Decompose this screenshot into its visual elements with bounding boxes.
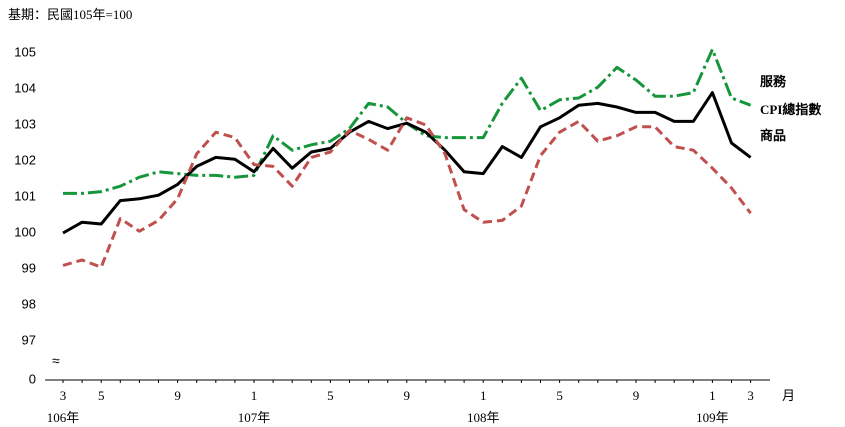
y-tick-label: 98 <box>22 296 36 311</box>
y-tick-label: 99 <box>22 260 36 275</box>
x-tick-label: 1 <box>709 388 716 403</box>
x-tick-label: 1 <box>251 388 258 403</box>
chart-subtitle: 基期：民國105年=100 <box>8 7 132 22</box>
x-tick-label: 5 <box>556 388 563 403</box>
y-tick-label: 102 <box>14 152 36 167</box>
y-tick-label: 104 <box>14 80 36 95</box>
x-tick-label: 5 <box>327 388 334 403</box>
y-tick-label: 100 <box>14 224 36 239</box>
axis-break: ≈ <box>52 353 60 369</box>
year-label: 109年 <box>696 410 729 425</box>
y-tick-label: 105 <box>14 44 36 59</box>
y-tick-label: 97 <box>22 332 36 347</box>
series-line <box>62 116 752 269</box>
x-tick-label: 9 <box>404 388 411 403</box>
legend-label: 商品 <box>760 128 786 143</box>
x-tick-label: 5 <box>98 388 105 403</box>
x-tick-label: 9 <box>633 388 640 403</box>
year-label: 108年 <box>467 410 500 425</box>
y-tick-label: 0 <box>29 371 36 386</box>
x-tick-label: 3 <box>60 388 67 403</box>
series-line <box>62 91 752 235</box>
y-tick-label: 101 <box>14 188 36 203</box>
year-label: 106年 <box>47 410 80 425</box>
x-unit: 月 <box>782 388 795 403</box>
x-tick-label: 1 <box>480 388 487 403</box>
x-tick-label: 9 <box>174 388 181 403</box>
series-line <box>63 47 752 195</box>
y-tick-label: 103 <box>14 116 36 131</box>
legend-label: CPI總指數 <box>760 102 821 117</box>
year-label: 107年 <box>238 410 271 425</box>
x-tick-label: 3 <box>747 388 754 403</box>
legend-label: 服務 <box>760 74 787 89</box>
